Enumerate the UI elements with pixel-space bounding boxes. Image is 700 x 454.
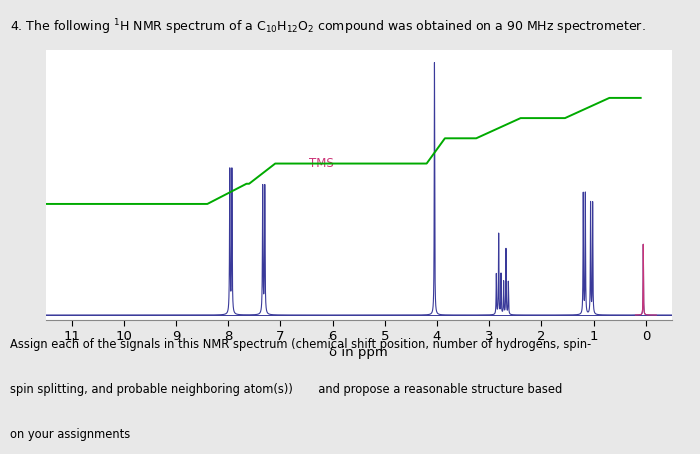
Text: TMS: TMS bbox=[309, 157, 333, 170]
Text: on your assignments: on your assignments bbox=[10, 428, 131, 441]
Text: Assign each of the signals in this NMR spectrum (chemical shift position, number: Assign each of the signals in this NMR s… bbox=[10, 338, 592, 350]
X-axis label: δ in ppm: δ in ppm bbox=[330, 345, 388, 359]
Text: 4. The following $^{1}$H NMR spectrum of a C$_{10}$H$_{12}$O$_{2}$ compound was : 4. The following $^{1}$H NMR spectrum of… bbox=[10, 17, 646, 37]
Text: spin splitting, and probable neighboring atom(s))       and propose a reasonable: spin splitting, and probable neighboring… bbox=[10, 383, 563, 396]
